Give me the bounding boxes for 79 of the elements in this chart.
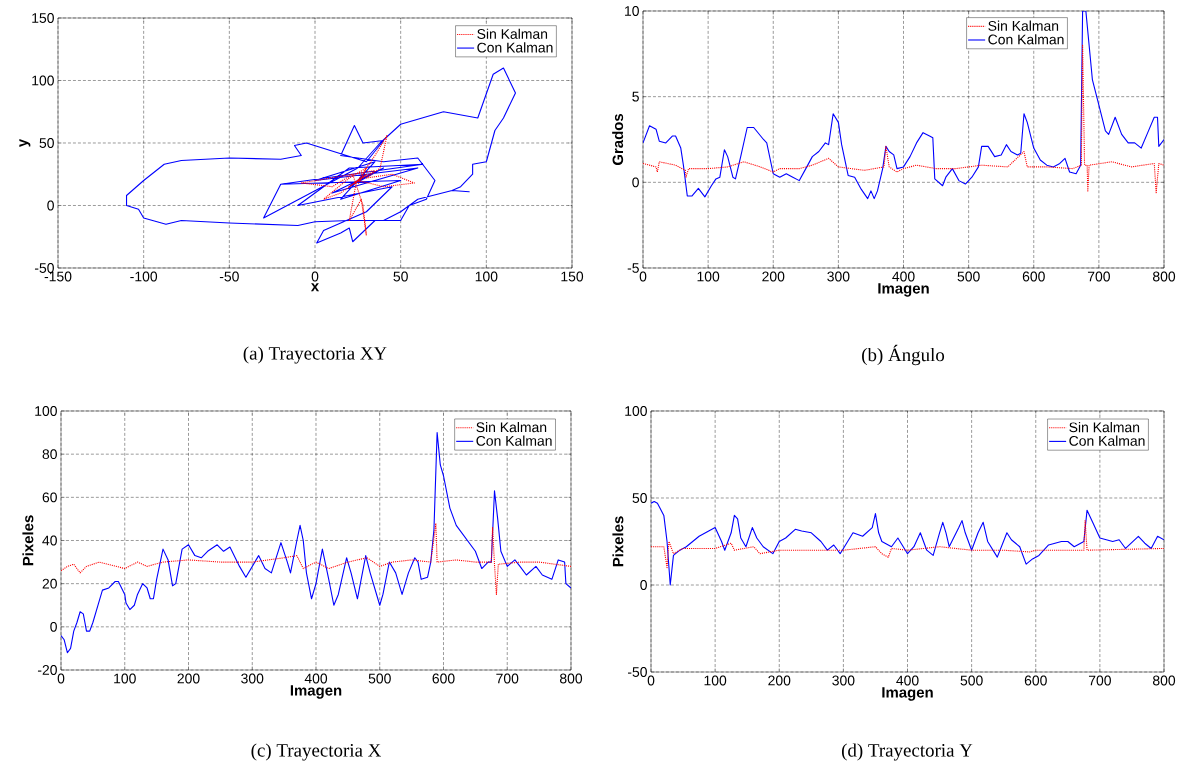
- x-tick-label: 800: [1152, 271, 1176, 282]
- line-series: [643, 10, 1165, 200]
- line-series: [300, 134, 415, 237]
- y-tick-label: 0: [632, 177, 639, 188]
- y-tick-label: 50: [39, 138, 54, 148]
- x-tick-label: 300: [832, 675, 855, 686]
- x-tick-label: -150: [44, 271, 72, 282]
- x-axis-title: x: [310, 283, 320, 292]
- y-tick-label: 100: [35, 406, 57, 416]
- y-tick-label: 150: [32, 13, 54, 23]
- x-tick-label: 400: [304, 673, 328, 684]
- y-axis-title: Pixeles: [612, 516, 624, 567]
- y-tick-label: 0: [50, 621, 57, 632]
- x-axis-title: Imagen: [290, 685, 342, 699]
- line-series: [643, 44, 1165, 194]
- x-tick-label: 100: [475, 271, 498, 282]
- x-tick-label: 200: [762, 271, 785, 282]
- y-tick-label: -50: [34, 263, 54, 273]
- y-tick-label: 50: [632, 493, 647, 503]
- x-tick-label: -100: [130, 271, 158, 282]
- text: (a) Trayectoria XY: [243, 346, 387, 364]
- x-tick-label: 700: [1088, 675, 1111, 686]
- y-axis-title: Grados: [612, 113, 624, 166]
- x-tick-label: 200: [177, 673, 200, 684]
- y-tick-label: 80: [42, 449, 57, 460]
- x-tick-label: 600: [1022, 271, 1045, 282]
- legend-label: Con Kalman: [1069, 435, 1145, 446]
- y-tick-label: 5: [632, 91, 639, 102]
- x-tick-label: 500: [957, 271, 980, 282]
- y-tick-label: 100: [32, 75, 54, 86]
- legend-label: Sin Kalman: [1069, 422, 1140, 433]
- text: (b) Ángulo: [862, 344, 945, 366]
- x-tick-label: 0: [57, 673, 65, 684]
- x-tick-label: 500: [368, 673, 391, 684]
- y-tick-label: 10: [625, 6, 639, 16]
- legend-label: Sin Kalman: [477, 28, 548, 39]
- line-series: [651, 520, 1165, 569]
- x-tick-label: 500: [960, 675, 983, 686]
- x-tick-label: 800: [559, 673, 583, 684]
- y-tick-label: 0: [640, 580, 647, 590]
- legend-label: Sin Kalman: [988, 20, 1059, 31]
- x-tick-label: 400: [896, 675, 919, 686]
- x-tick-label: 100: [697, 271, 720, 282]
- x-tick-label: 800: [1152, 675, 1176, 686]
- legend-label: Con Kalman: [477, 42, 553, 53]
- y-tick-label: -5: [627, 263, 639, 273]
- x-tick-label: 50: [393, 271, 408, 282]
- line-series: [61, 522, 571, 596]
- y-axis-title: Pixeles: [22, 515, 34, 566]
- y-tick-label: -20: [37, 665, 57, 675]
- x-axis-title: Imagen: [882, 687, 933, 701]
- legend-label: Sin Kalman: [476, 421, 547, 433]
- y-axis-title: y: [19, 138, 31, 148]
- x-tick-label: 600: [432, 673, 455, 684]
- x-tick-label: 600: [1024, 675, 1047, 686]
- y-tick-label: 20: [42, 578, 57, 589]
- legend-label: Con Kalman: [476, 435, 552, 446]
- y-tick-label: 0: [47, 200, 54, 211]
- x-tick-label: 300: [827, 271, 850, 282]
- x-tick-label: 100: [114, 673, 136, 684]
- y-tick-label: 100: [625, 406, 647, 416]
- x-tick-label: 150: [561, 271, 584, 282]
- x-axis-title: Imagen: [878, 283, 929, 297]
- x-tick-label: 700: [496, 673, 519, 684]
- legend-label: Con Kalman: [988, 34, 1064, 45]
- x-tick-label: 700: [1087, 271, 1110, 282]
- line-series: [651, 500, 1165, 586]
- x-tick-label: -50: [219, 271, 239, 282]
- x-tick-label: 0: [647, 675, 655, 686]
- text: (d) Trayectoria Y: [841, 743, 973, 761]
- x-tick-label: 400: [892, 271, 915, 282]
- x-tick-label: 300: [241, 673, 264, 684]
- y-tick-label: 60: [42, 492, 57, 503]
- y-tick-label: 40: [42, 535, 57, 546]
- x-tick-label: 0: [311, 271, 319, 282]
- x-tick-label: 100: [704, 675, 727, 686]
- line-series: [125, 67, 517, 244]
- x-tick-label: 200: [768, 675, 791, 686]
- text: (c) Trayectoria X: [251, 743, 382, 761]
